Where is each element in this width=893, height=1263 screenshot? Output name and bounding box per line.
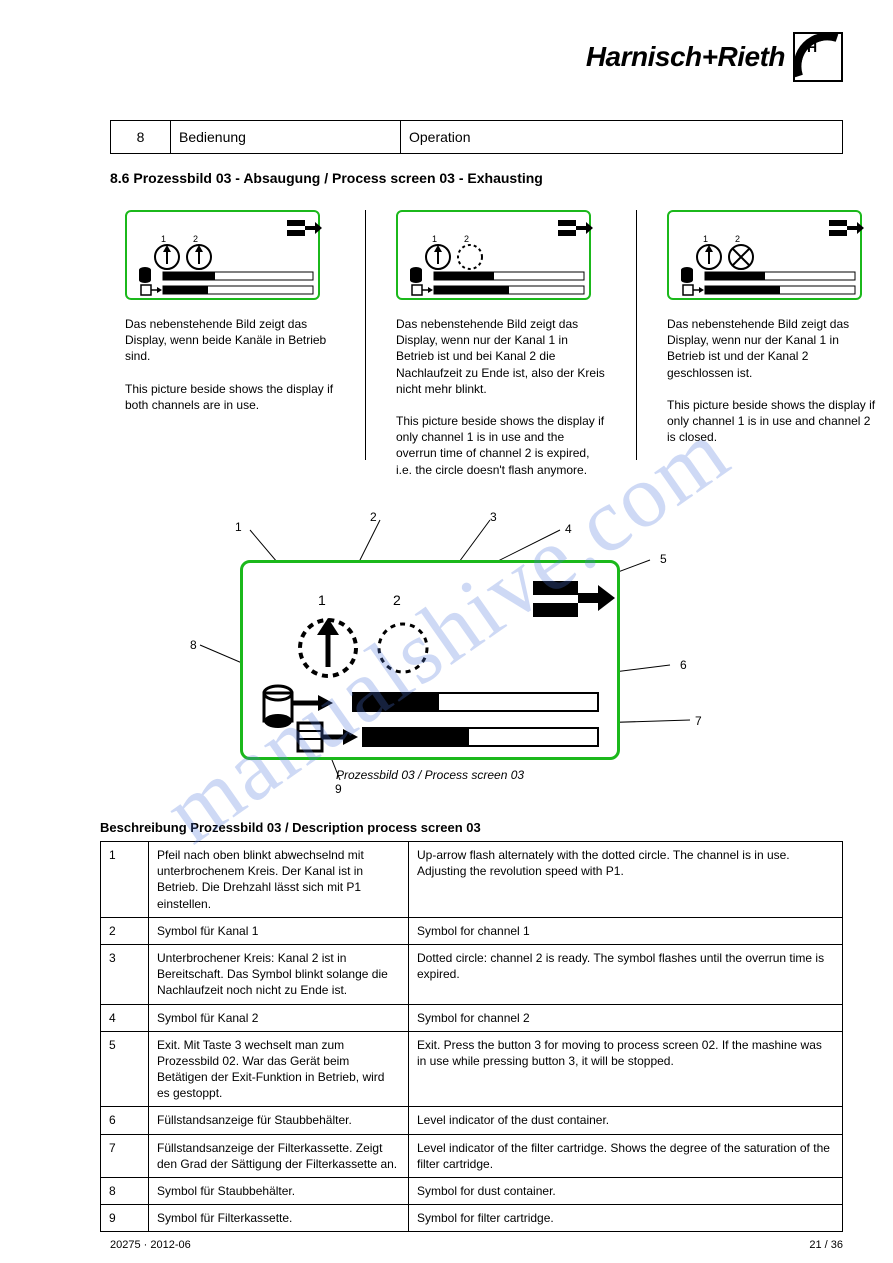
panel-caption-2b: This picture beside shows the display if… [396, 413, 606, 478]
footer-left: 20275 · 2012-06 [110, 1239, 191, 1251]
panel-small-3: 1 2 [667, 210, 862, 300]
big-panel-caption: Prozessbild 03 / Process screen 03 [240, 768, 620, 782]
separator-2 [636, 210, 637, 460]
svg-text:1: 1 [703, 234, 708, 244]
page-footer: 20275 · 2012-06 21 / 36 [110, 1239, 843, 1251]
cell-de: Symbol für Kanal 1 [149, 917, 409, 944]
table-row: 4Symbol für Kanal 2Symbol for channel 2 [101, 1004, 843, 1031]
footer-right: 21 / 36 [809, 1239, 843, 1251]
cell-num: 9 [101, 1205, 149, 1232]
anno-6: 6 [680, 658, 687, 672]
brand-mark-icon: H R [793, 32, 843, 82]
table-row: 6Füllstandsanzeige für Staubbehälter.Lev… [101, 1107, 843, 1134]
cell-de: Füllstandsanzeige der Filterkassette. Ze… [149, 1134, 409, 1177]
cell-de: Symbol für Filterkassette. [149, 1205, 409, 1232]
svg-text:1: 1 [432, 234, 437, 244]
cell-de: Symbol für Staubbehälter. [149, 1178, 409, 1205]
anno-5: 5 [660, 552, 667, 566]
brand-logo: Harnisch+Rieth H R [586, 32, 843, 82]
cell-de: Unterbrochener Kreis: Kanal 2 ist in Ber… [149, 944, 409, 1004]
svg-text:2: 2 [193, 234, 198, 244]
cell-de: Exit. Mit Taste 3 wechselt man zum Proze… [149, 1031, 409, 1107]
exit-icon [287, 220, 322, 236]
cell-num: 3 [101, 944, 149, 1004]
table-row: 1Pfeil nach oben blinkt abwechselnd mit … [101, 842, 843, 918]
cell-en: Level indicator of the filter cartridge.… [409, 1134, 843, 1177]
chapter-bar: 8 Bedienung Operation [110, 120, 843, 154]
panel-col-1: 1 2 Das nebenstehende Bil [125, 210, 335, 413]
svg-text:2: 2 [735, 234, 740, 244]
cell-de: Symbol für Kanal 2 [149, 1004, 409, 1031]
description-table: 1Pfeil nach oben blinkt abwechselnd mit … [100, 841, 843, 1232]
panel-col-2: 1 2 Das nebenstehende Bild zeigt das Dis… [396, 210, 606, 478]
cell-num: 2 [101, 917, 149, 944]
cell-en: Symbol for dust container. [409, 1178, 843, 1205]
cell-en: Exit. Press the button 3 for moving to p… [409, 1031, 843, 1107]
cell-en: Symbol for channel 1 [409, 917, 843, 944]
cell-en: Symbol for filter cartridge. [409, 1205, 843, 1232]
svg-text:1: 1 [161, 234, 166, 244]
table-row: 7Füllstandsanzeige der Filterkassette. Z… [101, 1134, 843, 1177]
chapter-number: 8 [111, 121, 171, 153]
exit-icon [829, 220, 864, 236]
cell-num: 1 [101, 842, 149, 918]
anno-3: 3 [490, 510, 497, 524]
anno-8: 8 [190, 638, 197, 652]
exit-icon [533, 581, 615, 617]
panel-large: 1 2 [240, 560, 620, 760]
cell-en: Dotted circle: channel 2 is ready. The s… [409, 944, 843, 1004]
cell-num: 5 [101, 1031, 149, 1107]
cell-num: 8 [101, 1178, 149, 1205]
table-row: 9Symbol für Filterkassette.Symbol for fi… [101, 1205, 843, 1232]
section-title: 8.6 Prozessbild 03 - Absaugung / Process… [110, 170, 543, 186]
cell-num: 4 [101, 1004, 149, 1031]
anno-2: 2 [370, 510, 377, 524]
table-title: Beschreibung Prozessbild 03 / Descriptio… [100, 820, 843, 835]
svg-text:H: H [807, 39, 817, 55]
exit-icon [558, 220, 593, 236]
panel-col-3: 1 2 Das nebenstehende Bild zeigt das Dis… [667, 210, 877, 445]
table-row: 3Unterbrochener Kreis: Kanal 2 ist in Be… [101, 944, 843, 1004]
page: Harnisch+Rieth H R 8 Bedienung Operation… [0, 0, 893, 1263]
panel-caption-2a: Das nebenstehende Bild zeigt das Display… [396, 316, 606, 397]
cell-en: Level indicator of the dust container. [409, 1107, 843, 1134]
panels-row: 1 2 Das nebenstehende Bil [125, 210, 877, 478]
table-row: 5Exit. Mit Taste 3 wechselt man zum Proz… [101, 1031, 843, 1107]
cell-num: 7 [101, 1134, 149, 1177]
svg-text:2: 2 [464, 234, 469, 244]
cell-en: Symbol for channel 2 [409, 1004, 843, 1031]
anno-1: 1 [235, 520, 242, 534]
panel-caption-3b: This picture beside shows the display if… [667, 397, 877, 446]
table-row: 2Symbol für Kanal 1Symbol for channel 1 [101, 917, 843, 944]
panel-caption-3a: Das nebenstehende Bild zeigt das Display… [667, 316, 877, 381]
panel-small-1: 1 2 [125, 210, 320, 300]
anno-9: 9 [335, 782, 342, 796]
svg-text:R: R [817, 51, 827, 67]
chapter-left: Bedienung [171, 121, 401, 153]
separator-1 [365, 210, 366, 460]
cell-num: 6 [101, 1107, 149, 1134]
svg-text:1: 1 [318, 592, 326, 608]
cell-de: Füllstandsanzeige für Staubbehälter. [149, 1107, 409, 1134]
anno-4: 4 [565, 522, 572, 536]
chapter-right: Operation [401, 121, 842, 153]
table-wrap: Beschreibung Prozessbild 03 / Descriptio… [100, 820, 843, 1232]
cell-en: Up-arrow flash alternately with the dott… [409, 842, 843, 918]
big-panel-wrap: 1 2 [240, 560, 620, 782]
brand-text: Harnisch+Rieth [586, 41, 785, 73]
anno-7: 7 [695, 714, 702, 728]
panel-caption-1a: Das nebenstehende Bild zeigt das Display… [125, 316, 335, 365]
panel-small-2: 1 2 [396, 210, 591, 300]
svg-text:2: 2 [393, 592, 401, 608]
table-row: 8Symbol für Staubbehälter.Symbol for dus… [101, 1178, 843, 1205]
panel-caption-1b: This picture beside shows the display if… [125, 381, 335, 413]
cell-de: Pfeil nach oben blinkt abwechselnd mit u… [149, 842, 409, 918]
